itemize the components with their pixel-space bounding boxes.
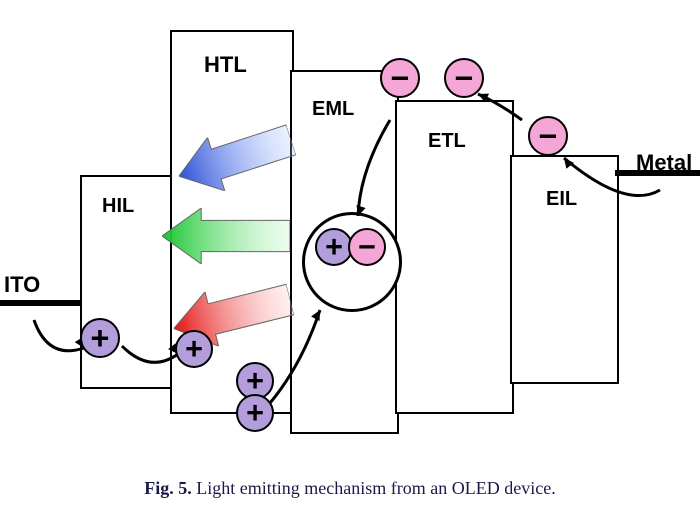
hole-charge: + <box>175 330 213 368</box>
electron-charge: − <box>380 58 420 98</box>
layer-label-hil: HIL <box>102 195 134 218</box>
hole-charge: + <box>80 318 120 358</box>
minus-icon: − <box>350 230 384 264</box>
plus-icon: + <box>82 320 118 356</box>
plus-icon: + <box>317 230 351 264</box>
plus-icon: + <box>177 332 211 366</box>
caption-text: Light emitting mechanism from an OLED de… <box>196 478 555 498</box>
electron-charge: − <box>444 58 484 98</box>
oled-diagram: HILHTLEMLETLEIL ITO Metal +++++−−−− Fig.… <box>0 0 700 525</box>
figure-caption: Fig. 5. Light emitting mechanism from an… <box>0 478 700 499</box>
layer-label-eml: EML <box>312 98 354 121</box>
layer-label-eil: EIL <box>546 188 577 211</box>
layer-label-etl: ETL <box>428 130 466 153</box>
electron-charge: − <box>348 228 386 266</box>
hole-charge: + <box>236 394 274 432</box>
electron-charge: − <box>528 116 568 156</box>
layer-label-htl: HTL <box>204 52 247 78</box>
minus-icon: − <box>382 60 418 96</box>
emission-arrow-green <box>162 208 290 264</box>
minus-icon: − <box>446 60 482 96</box>
plus-icon: + <box>238 364 272 398</box>
caption-prefix: Fig. 5. <box>144 478 192 498</box>
minus-icon: − <box>530 118 566 154</box>
metal-label: Metal <box>636 150 692 176</box>
ito-label: ITO <box>4 272 40 298</box>
ito-lead <box>0 300 80 306</box>
plus-icon: + <box>238 396 272 430</box>
